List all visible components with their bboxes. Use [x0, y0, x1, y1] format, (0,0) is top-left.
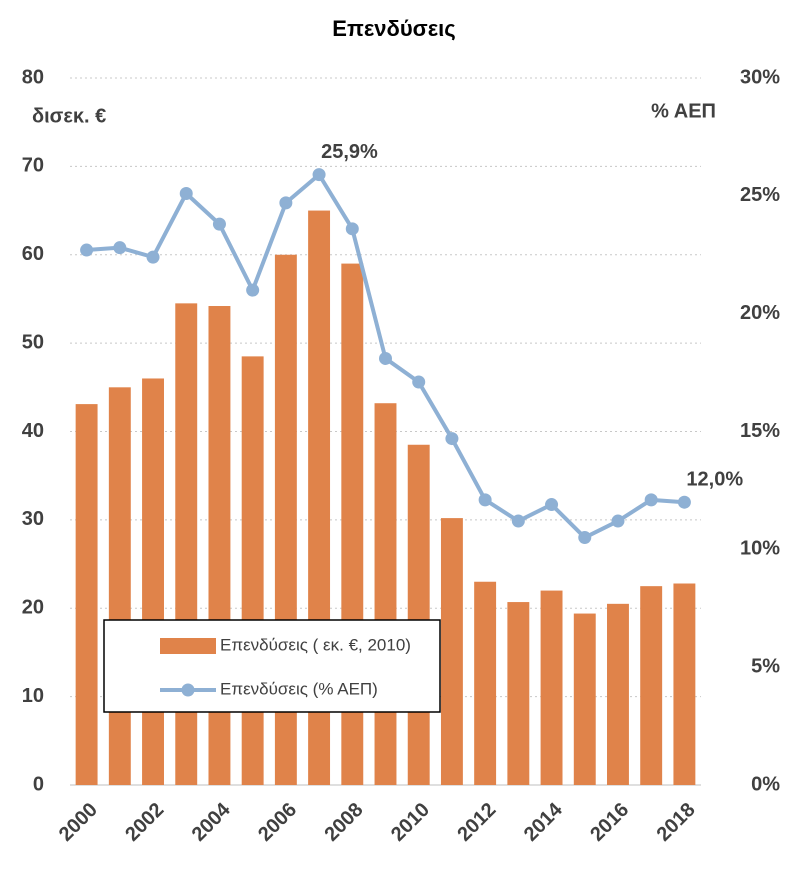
y2-tick-label: 30%: [740, 66, 780, 88]
line-marker: [644, 493, 658, 507]
x-tick-label: 2004: [188, 798, 236, 846]
y2-axis-label: % ΑΕΠ: [651, 100, 716, 122]
line-marker: [412, 375, 426, 389]
line-marker: [445, 432, 459, 446]
line-marker: [80, 243, 94, 257]
x-tick-label: 2010: [387, 799, 434, 846]
line-marker: [545, 498, 559, 512]
line-marker: [212, 217, 226, 231]
y2-tick-label: 25%: [740, 184, 780, 206]
bar: [407, 444, 430, 785]
legend-swatch: [160, 638, 216, 654]
data-label: 25,9%: [321, 141, 378, 163]
x-tick-label: 2016: [586, 799, 633, 846]
line-marker: [379, 351, 392, 365]
y2-tick-label: 0%: [751, 773, 780, 795]
legend: Επενδύσεις ( εκ. €, 2010) Επενδύσεις (% Α…: [103, 619, 441, 713]
bar: [474, 581, 497, 785]
line-marker: [677, 495, 691, 509]
bar: [208, 306, 231, 785]
y2-tick-label: 20%: [740, 302, 780, 324]
y-tick-label: 20: [22, 597, 44, 619]
y2-tick-label: 15%: [740, 420, 780, 442]
legend-label: Επενδύσεις (% ΑΕΠ): [220, 679, 378, 698]
y-axis-label: δισεκ. €: [32, 105, 106, 127]
y-tick-label: 10: [22, 685, 44, 707]
x-tick-label: 2014: [520, 798, 568, 846]
legend-swatch: [181, 683, 195, 697]
bar: [607, 603, 629, 785]
x-tick-label: 2018: [653, 799, 700, 846]
line-marker: [113, 241, 127, 255]
line-marker: [279, 196, 293, 210]
x-tick-label: 2006: [254, 799, 301, 846]
y2-tick-label: 10%: [740, 538, 780, 560]
y2-tick-label: 5%: [751, 655, 780, 677]
legend-box: [103, 619, 441, 713]
line-marker: [345, 222, 359, 236]
y-tick-label: 0: [33, 773, 44, 795]
x-tick-label: 2012: [453, 799, 500, 846]
y-tick-label: 50: [22, 331, 44, 353]
bar: [374, 403, 397, 785]
x-tick-label: 2002: [121, 799, 168, 846]
x-tick-label: 2000: [55, 799, 102, 846]
line-marker: [478, 493, 492, 507]
bar: [573, 613, 596, 785]
line-marker: [578, 531, 592, 545]
bar: [142, 378, 164, 785]
line-marker: [246, 283, 260, 297]
x-tick-label: 2008: [321, 799, 368, 846]
line-marker: [179, 186, 193, 200]
bar: [108, 387, 131, 785]
line-marker: [511, 514, 525, 528]
y-tick-label: 40: [22, 420, 44, 442]
y-tick-label: 60: [22, 243, 44, 265]
line-marker: [146, 250, 160, 264]
bar: [440, 518, 463, 785]
data-label: 12,0%: [686, 468, 743, 490]
legend-label: Επενδύσεις ( εκ. €, 2010): [220, 635, 411, 654]
bar: [673, 583, 696, 785]
bar: [175, 303, 198, 785]
bar: [540, 590, 563, 785]
line-marker: [611, 514, 625, 528]
bar: [507, 602, 530, 785]
line-marker: [312, 168, 326, 182]
y-tick-label: 30: [22, 508, 44, 530]
bar: [640, 586, 663, 785]
chart-title: Επενδύσεις: [332, 16, 455, 41]
y-tick-label: 80: [22, 66, 44, 88]
bar: [75, 404, 98, 785]
bar: [241, 356, 264, 785]
y-tick-label: 70: [22, 155, 44, 177]
